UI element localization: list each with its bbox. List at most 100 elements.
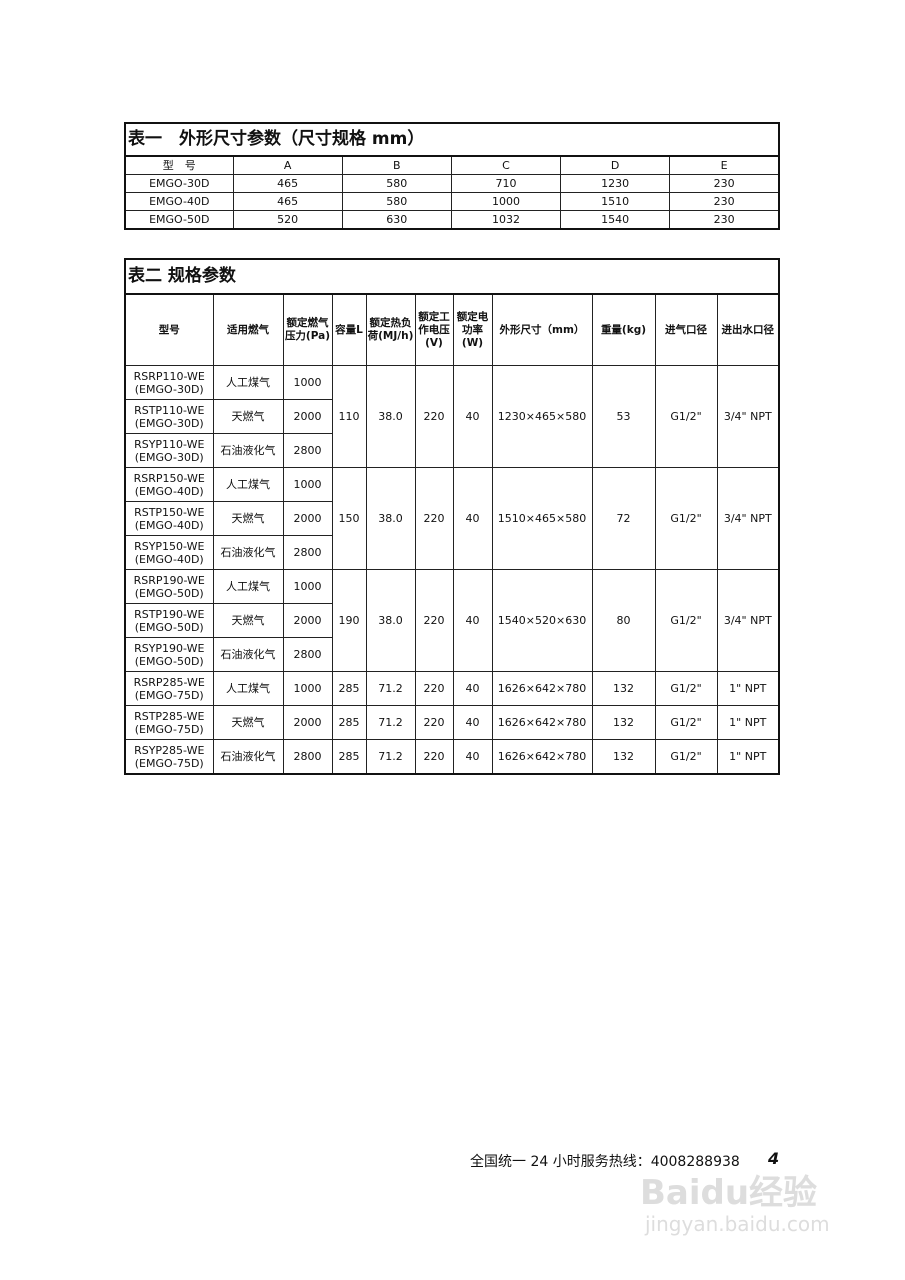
gas-type-cell: 石油液化气: [212, 739, 284, 775]
page-number: 4: [768, 1149, 780, 1168]
specifications-table: 表二 规格参数 型号 适用燃气 额定燃气压力(Pa) 容量L 额定热负荷(MJ/h) 额定工…: [124, 258, 780, 775]
model-code: (EMGO-40D): [134, 552, 204, 566]
model-name: RSTP150-WE: [134, 505, 205, 519]
capacity-cell: 150: [331, 467, 367, 570]
model-cell: RSRP285-WE (EMGO-75D): [124, 671, 214, 706]
weight-cell: 132: [591, 671, 656, 706]
model-cell: RSYP190-WE (EMGO-50D): [124, 637, 214, 672]
gas-inlet-cell: G1/2": [654, 365, 718, 468]
gas-type-cell: 石油液化气: [212, 637, 284, 672]
heat-cell: 38.0: [365, 569, 416, 672]
gas-inlet-cell: G1/2": [654, 569, 718, 672]
column-header: E: [669, 155, 780, 175]
gas-pressure-cell: 2800: [282, 637, 333, 672]
table-cell: 1032: [450, 210, 562, 230]
table-cell: 1230: [560, 174, 671, 193]
model-name: RSTP285-WE: [134, 709, 205, 723]
gas-type-cell: 人工煤气: [212, 467, 284, 502]
model-name: RSYP190-WE: [134, 641, 205, 655]
baidu-watermark-url: jingyan.baidu.com: [645, 1212, 830, 1236]
model-code: (EMGO-30D): [134, 382, 204, 396]
power-cell: 40: [452, 569, 493, 672]
table-row: EMGO-50D 520 630 1032 1540 230: [124, 210, 780, 230]
table-row: RSTP190-WE (EMGO-50D) 天燃气 2000: [124, 603, 779, 638]
size-cell: 1626×642×780: [491, 705, 593, 740]
column-header: 型 号: [124, 155, 234, 175]
gas-pressure-cell: 1000: [282, 569, 333, 604]
table-cell: 1540: [560, 210, 671, 230]
size-cell: 1540×520×630: [491, 569, 593, 672]
model-name: RSYP150-WE: [134, 539, 205, 553]
column-header: 外形尺寸（mm）: [491, 293, 593, 366]
model-code: (EMGO-75D): [134, 756, 204, 770]
water-cell: 3/4" NPT: [716, 569, 780, 672]
table-row: RSYP190-WE (EMGO-50D) 石油液化气 2800: [124, 637, 779, 672]
model-name: RSRP110-WE: [133, 369, 205, 383]
model-code: (EMGO-50D): [134, 620, 204, 634]
table-title-row: 表一 外形尺寸参数（尺寸规格 mm）: [124, 122, 780, 157]
voltage-cell: 220: [414, 671, 454, 706]
model-cell: RSYP150-WE (EMGO-40D): [124, 535, 214, 570]
model-name: RSTP110-WE: [134, 403, 205, 417]
weight-cell: 72: [591, 467, 656, 570]
table-cell: 580: [341, 174, 452, 193]
service-hotline: 全国统一 24 小时服务热线：4008288938: [470, 1154, 740, 1170]
gas-type-cell: 石油液化气: [212, 535, 284, 570]
table-row: RSYP110-WE (EMGO-30D) 石油液化气 2800: [124, 433, 779, 468]
gas-type-cell: 天燃气: [212, 501, 284, 536]
column-header: 额定电功率(W): [452, 293, 493, 366]
table-cell: 580: [341, 192, 452, 211]
table-row: RSRP190-WE (EMGO-50D) 人工煤气 1000 190 38.0 220 40…: [124, 569, 780, 672]
voltage-cell: 220: [414, 467, 454, 570]
table-row: RSRP110-WE (EMGO-30D) 人工煤气 1000 110 38.0 220 40…: [124, 365, 780, 468]
heat-cell: 71.2: [365, 671, 416, 706]
water-cell: 3/4" NPT: [716, 467, 780, 570]
table-cell: 520: [232, 210, 343, 230]
size-cell: 1626×642×780: [491, 671, 593, 706]
table-cell: 630: [341, 210, 452, 230]
model-cell: RSRP190-WE (EMGO-50D): [124, 569, 214, 604]
column-header: 重量(kg): [591, 293, 656, 366]
size-cell: 1626×642×780: [491, 739, 593, 775]
model-cell: RSYP285-WE (EMGO-75D): [124, 739, 214, 775]
model-code: (EMGO-40D): [134, 484, 204, 498]
column-header: A: [232, 155, 343, 175]
heat-cell: 38.0: [365, 365, 416, 468]
model-code: (EMGO-40D): [134, 518, 204, 532]
baidu-watermark-logo: Baidu经验: [640, 1173, 818, 1213]
model-name: RSRP150-WE: [133, 471, 205, 485]
column-header: B: [341, 155, 452, 175]
model-cell: RSRP150-WE (EMGO-40D): [124, 467, 214, 502]
heat-cell: 71.2: [365, 739, 416, 775]
column-header: 额定热负荷(MJ/h): [365, 293, 416, 366]
gas-type-cell: 天燃气: [212, 603, 284, 638]
table-cell: 1510: [560, 192, 671, 211]
table-row: RSRP285-WE (EMGO-75D) 人工煤气 1000 285 71.2 220 40…: [124, 671, 780, 706]
model-name: RSYP110-WE: [134, 437, 205, 451]
table-cell: 230: [669, 192, 780, 211]
column-header: 容量L: [331, 293, 367, 366]
model-cell: RSTP110-WE (EMGO-30D): [124, 399, 214, 434]
column-header: 型号: [124, 293, 214, 366]
table-row: EMGO-30D 465 580 710 1230 230: [124, 174, 780, 193]
model-name: RSTP190-WE: [134, 607, 205, 621]
model-code: (EMGO-50D): [134, 586, 204, 600]
table-cell: 230: [669, 174, 780, 193]
gas-type-cell: 石油液化气: [212, 433, 284, 468]
gas-pressure-cell: 2800: [282, 433, 333, 468]
gas-pressure-cell: 1000: [282, 671, 333, 706]
water-cell: 1" NPT: [716, 705, 780, 740]
table-cell: 465: [232, 192, 343, 211]
table-row: RSYP150-WE (EMGO-40D) 石油液化气 2800: [124, 535, 779, 570]
heat-cell: 38.0: [365, 467, 416, 570]
table-cell: EMGO-40D: [124, 192, 234, 211]
column-header: 进气口径: [654, 293, 718, 366]
power-cell: 40: [452, 739, 493, 775]
table-row: RSTP285-WE (EMGO-75D) 天燃气 2000 285 71.2 220 40 1…: [124, 705, 780, 740]
gas-type-cell: 天燃气: [212, 705, 284, 740]
capacity-cell: 285: [331, 705, 367, 740]
gas-type-cell: 人工煤气: [212, 671, 284, 706]
voltage-cell: 220: [414, 705, 454, 740]
power-cell: 40: [452, 365, 493, 468]
